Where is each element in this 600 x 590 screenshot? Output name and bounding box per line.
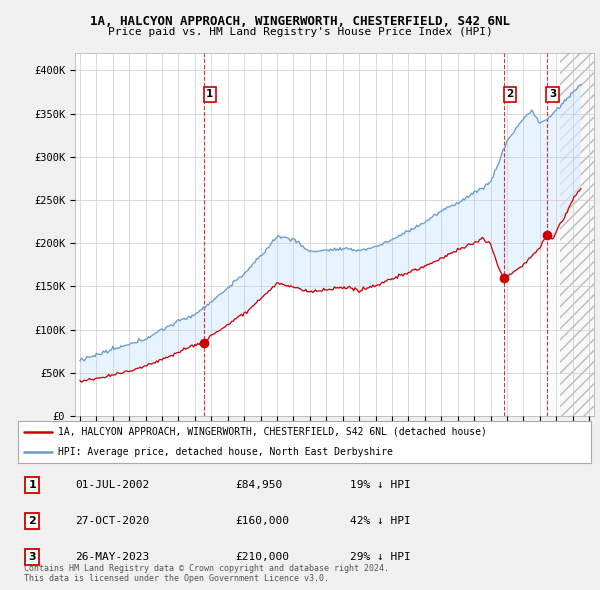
Text: 01-JUL-2002: 01-JUL-2002 xyxy=(76,480,149,490)
Text: 2: 2 xyxy=(506,89,514,99)
Text: 3: 3 xyxy=(549,89,556,99)
Text: 19% ↓ HPI: 19% ↓ HPI xyxy=(350,480,411,490)
Text: 27-OCT-2020: 27-OCT-2020 xyxy=(76,516,149,526)
Text: 1: 1 xyxy=(28,480,36,490)
Text: 1: 1 xyxy=(206,89,214,99)
Text: Price paid vs. HM Land Registry's House Price Index (HPI): Price paid vs. HM Land Registry's House … xyxy=(107,27,493,37)
Text: Contains HM Land Registry data © Crown copyright and database right 2024.
This d: Contains HM Land Registry data © Crown c… xyxy=(24,563,389,583)
Text: 29% ↓ HPI: 29% ↓ HPI xyxy=(350,552,411,562)
Text: £210,000: £210,000 xyxy=(236,552,290,562)
Text: 1A, HALCYON APPROACH, WINGERWORTH, CHESTERFIELD, S42 6NL: 1A, HALCYON APPROACH, WINGERWORTH, CHEST… xyxy=(90,15,510,28)
Text: £84,950: £84,950 xyxy=(236,480,283,490)
Bar xyxy=(560,53,594,416)
Text: £160,000: £160,000 xyxy=(236,516,290,526)
Text: 26-MAY-2023: 26-MAY-2023 xyxy=(76,552,149,562)
Text: HPI: Average price, detached house, North East Derbyshire: HPI: Average price, detached house, Nort… xyxy=(58,447,393,457)
Bar xyxy=(560,53,594,416)
Text: 42% ↓ HPI: 42% ↓ HPI xyxy=(350,516,411,526)
Bar xyxy=(560,53,594,416)
Text: 3: 3 xyxy=(29,552,36,562)
Text: 1A, HALCYON APPROACH, WINGERWORTH, CHESTERFIELD, S42 6NL (detached house): 1A, HALCYON APPROACH, WINGERWORTH, CHEST… xyxy=(58,427,487,437)
Text: 2: 2 xyxy=(28,516,36,526)
